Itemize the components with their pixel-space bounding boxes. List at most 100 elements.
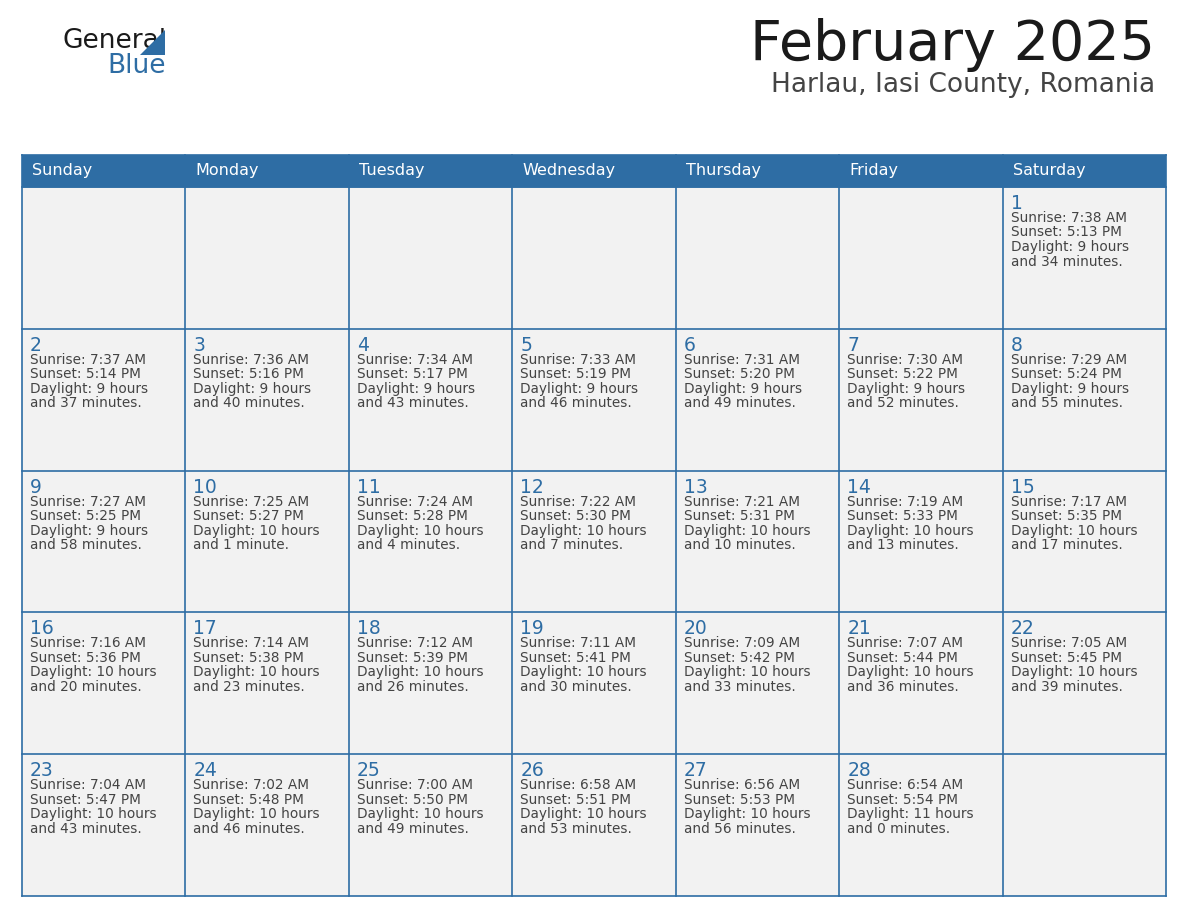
Text: and 39 minutes.: and 39 minutes. [1011, 680, 1123, 694]
Text: 24: 24 [194, 761, 217, 780]
Bar [349, 755, 512, 896]
Text: Daylight: 10 hours: Daylight: 10 hours [684, 666, 810, 679]
Text: Sunrise: 7:27 AM: Sunrise: 7:27 AM [30, 495, 146, 509]
Text: and 34 minutes.: and 34 minutes. [1011, 254, 1123, 268]
Text: Daylight: 10 hours: Daylight: 10 hours [684, 523, 810, 538]
Text: and 4 minutes.: and 4 minutes. [356, 538, 460, 552]
Text: Sunset: 5:17 PM: Sunset: 5:17 PM [356, 367, 468, 381]
Text: Sunrise: 7:12 AM: Sunrise: 7:12 AM [356, 636, 473, 650]
Text: Sunrise: 7:24 AM: Sunrise: 7:24 AM [356, 495, 473, 509]
Text: Sunrise: 7:22 AM: Sunrise: 7:22 AM [520, 495, 637, 509]
Text: Sunset: 5:51 PM: Sunset: 5:51 PM [520, 793, 631, 807]
Text: Sunrise: 7:25 AM: Sunrise: 7:25 AM [194, 495, 310, 509]
Text: 13: 13 [684, 477, 708, 497]
Text: Sunset: 5:30 PM: Sunset: 5:30 PM [520, 509, 631, 523]
Bar [839, 329, 1003, 471]
Text: and 23 minutes.: and 23 minutes. [194, 680, 305, 694]
Text: Sunday: Sunday [32, 163, 93, 178]
Bar [512, 329, 676, 471]
Text: Daylight: 10 hours: Daylight: 10 hours [356, 807, 484, 822]
Text: Friday: Friday [849, 163, 898, 178]
Text: and 20 minutes.: and 20 minutes. [30, 680, 141, 694]
Text: Sunset: 5:28 PM: Sunset: 5:28 PM [356, 509, 468, 523]
Bar [23, 155, 1165, 187]
Text: and 1 minute.: and 1 minute. [194, 538, 290, 552]
Text: Sunrise: 7:34 AM: Sunrise: 7:34 AM [356, 353, 473, 367]
Text: and 40 minutes.: and 40 minutes. [194, 397, 305, 410]
Text: Daylight: 9 hours: Daylight: 9 hours [356, 382, 475, 396]
Bar [676, 471, 839, 612]
Bar [1003, 329, 1165, 471]
Text: Sunset: 5:54 PM: Sunset: 5:54 PM [847, 793, 959, 807]
Text: Sunrise: 7:21 AM: Sunrise: 7:21 AM [684, 495, 800, 509]
Text: and 30 minutes.: and 30 minutes. [520, 680, 632, 694]
Text: Sunrise: 7:33 AM: Sunrise: 7:33 AM [520, 353, 637, 367]
Text: Sunrise: 7:00 AM: Sunrise: 7:00 AM [356, 778, 473, 792]
Text: Daylight: 9 hours: Daylight: 9 hours [847, 382, 966, 396]
Text: Daylight: 10 hours: Daylight: 10 hours [194, 523, 320, 538]
Text: Sunset: 5:25 PM: Sunset: 5:25 PM [30, 509, 141, 523]
Text: and 7 minutes.: and 7 minutes. [520, 538, 624, 552]
Bar [349, 329, 512, 471]
Text: and 49 minutes.: and 49 minutes. [356, 822, 469, 835]
Text: and 43 minutes.: and 43 minutes. [30, 822, 141, 835]
Text: Daylight: 11 hours: Daylight: 11 hours [847, 807, 974, 822]
Bar [349, 471, 512, 612]
Text: Sunset: 5:44 PM: Sunset: 5:44 PM [847, 651, 958, 665]
Text: 28: 28 [847, 761, 871, 780]
Text: and 55 minutes.: and 55 minutes. [1011, 397, 1123, 410]
Text: Sunset: 5:38 PM: Sunset: 5:38 PM [194, 651, 304, 665]
Text: Sunrise: 7:07 AM: Sunrise: 7:07 AM [847, 636, 963, 650]
Text: 3: 3 [194, 336, 206, 354]
Bar [1003, 612, 1165, 755]
Text: Wednesday: Wednesday [523, 163, 615, 178]
Text: Sunrise: 7:05 AM: Sunrise: 7:05 AM [1011, 636, 1126, 650]
Text: 25: 25 [356, 761, 380, 780]
Text: Sunrise: 7:16 AM: Sunrise: 7:16 AM [30, 636, 146, 650]
Text: Sunset: 5:39 PM: Sunset: 5:39 PM [356, 651, 468, 665]
Text: Sunset: 5:20 PM: Sunset: 5:20 PM [684, 367, 795, 381]
Bar [23, 471, 185, 612]
Text: Sunset: 5:31 PM: Sunset: 5:31 PM [684, 509, 795, 523]
Text: and 17 minutes.: and 17 minutes. [1011, 538, 1123, 552]
Text: Daylight: 9 hours: Daylight: 9 hours [30, 382, 148, 396]
Text: and 13 minutes.: and 13 minutes. [847, 538, 959, 552]
Bar [676, 187, 839, 329]
Text: and 43 minutes.: and 43 minutes. [356, 397, 468, 410]
Text: Sunrise: 7:17 AM: Sunrise: 7:17 AM [1011, 495, 1126, 509]
Text: Sunrise: 7:04 AM: Sunrise: 7:04 AM [30, 778, 146, 792]
Text: Sunset: 5:22 PM: Sunset: 5:22 PM [847, 367, 958, 381]
Text: 27: 27 [684, 761, 708, 780]
Bar [23, 612, 185, 755]
Text: Daylight: 10 hours: Daylight: 10 hours [520, 807, 647, 822]
Text: 20: 20 [684, 620, 708, 638]
Text: Sunset: 5:19 PM: Sunset: 5:19 PM [520, 367, 631, 381]
Bar [676, 329, 839, 471]
Bar [185, 329, 349, 471]
Text: 9: 9 [30, 477, 42, 497]
Text: and 58 minutes.: and 58 minutes. [30, 538, 141, 552]
Text: Sunset: 5:45 PM: Sunset: 5:45 PM [1011, 651, 1121, 665]
Text: Daylight: 10 hours: Daylight: 10 hours [847, 666, 974, 679]
Text: Sunrise: 6:56 AM: Sunrise: 6:56 AM [684, 778, 800, 792]
Text: Sunset: 5:36 PM: Sunset: 5:36 PM [30, 651, 141, 665]
Text: Daylight: 9 hours: Daylight: 9 hours [30, 523, 148, 538]
Text: 5: 5 [520, 336, 532, 354]
Text: Sunset: 5:35 PM: Sunset: 5:35 PM [1011, 509, 1121, 523]
Text: Sunset: 5:47 PM: Sunset: 5:47 PM [30, 793, 141, 807]
Text: and 52 minutes.: and 52 minutes. [847, 397, 959, 410]
Bar [676, 612, 839, 755]
Text: Sunrise: 7:38 AM: Sunrise: 7:38 AM [1011, 211, 1126, 225]
Text: 21: 21 [847, 620, 871, 638]
Text: Blue: Blue [107, 53, 165, 79]
Bar [839, 612, 1003, 755]
Text: Daylight: 10 hours: Daylight: 10 hours [520, 523, 647, 538]
Bar [185, 187, 349, 329]
Text: Sunset: 5:27 PM: Sunset: 5:27 PM [194, 509, 304, 523]
Text: 12: 12 [520, 477, 544, 497]
Text: Sunset: 5:24 PM: Sunset: 5:24 PM [1011, 367, 1121, 381]
Text: Sunrise: 7:37 AM: Sunrise: 7:37 AM [30, 353, 146, 367]
Text: Thursday: Thursday [685, 163, 760, 178]
Text: 16: 16 [30, 620, 53, 638]
Text: and 37 minutes.: and 37 minutes. [30, 397, 141, 410]
